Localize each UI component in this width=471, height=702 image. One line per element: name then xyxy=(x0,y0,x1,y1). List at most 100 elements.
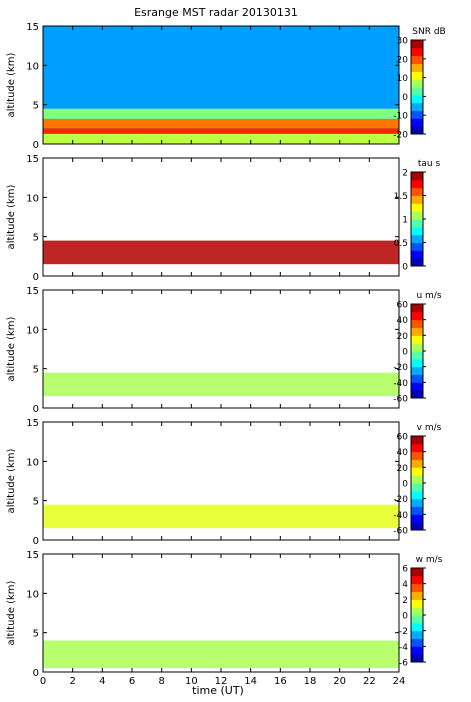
colorbar-segment xyxy=(411,304,423,313)
y-tick-label: 0 xyxy=(33,536,39,547)
colorbar-tick-label: 40 xyxy=(397,316,409,326)
colorbar-tick-label: 20 xyxy=(397,332,409,342)
colorbar-segment xyxy=(411,622,423,632)
colorbar-segment xyxy=(411,568,423,577)
data-layer-5 xyxy=(43,26,399,109)
colorbar-segment xyxy=(411,599,423,608)
panel-3: 0 5 10 15 altitude (km) u m/s 60 40 20 0 -20 -40 -60 xyxy=(6,286,442,415)
y-tick-label: 5 xyxy=(33,101,39,112)
colorbar-segment xyxy=(411,327,423,336)
colorbar-segment xyxy=(411,483,423,492)
colorbar-segment xyxy=(411,311,423,321)
colorbar-segment xyxy=(411,575,423,585)
x-tick-label: 20 xyxy=(333,676,346,687)
x-axis-label: time (UT) xyxy=(192,684,244,697)
y-tick-label: 5 xyxy=(33,497,39,508)
data-layer-4 xyxy=(43,108,399,119)
colorbar-label: w m/s xyxy=(416,555,443,565)
colorbar-tick-label: -20 xyxy=(393,363,408,373)
data-layer-1 xyxy=(43,504,399,529)
colorbar-label: tau s xyxy=(418,159,441,169)
data-layer-3 xyxy=(43,118,399,129)
colorbar-tick-label: -10 xyxy=(393,112,408,122)
x-tick-label: 16 xyxy=(274,676,287,687)
y-tick-label: 0 xyxy=(33,140,39,151)
y-tick-label: 15 xyxy=(26,550,39,561)
panel-4: 0 5 10 15 altitude (km) v m/s 60 40 20 0 -20 -40 -60 xyxy=(6,418,442,547)
colorbar-segment xyxy=(411,382,423,391)
data-layer-1 xyxy=(43,372,399,397)
colorbar-segment xyxy=(411,71,423,80)
colorbar-segment xyxy=(411,63,423,72)
colorbar-segment xyxy=(411,615,423,624)
colorbar-segment xyxy=(411,443,423,453)
colorbar-segment xyxy=(411,366,423,375)
colorbar-segment xyxy=(411,87,423,96)
colorbar-tick-label: 0 xyxy=(402,480,408,490)
colorbar-segment xyxy=(411,498,423,507)
x-tick-label: 8 xyxy=(158,676,164,687)
x-tick-label: 6 xyxy=(129,676,135,687)
y-axis-label: altitude (km) xyxy=(6,580,17,645)
colorbar-segment xyxy=(411,374,423,383)
colorbar-segment xyxy=(411,638,423,647)
colorbar-segment xyxy=(411,607,423,616)
y-axis-label: altitude (km) xyxy=(6,52,17,117)
data-layer-1 xyxy=(43,133,399,144)
x-tick-label: 14 xyxy=(244,676,257,687)
colorbar-segment xyxy=(411,258,423,267)
y-tick-label: 10 xyxy=(26,457,39,468)
colorbar-tick-label: -4 xyxy=(399,643,408,653)
colorbar-tick-label: 20 xyxy=(397,55,409,65)
colorbar-segment xyxy=(411,110,423,119)
x-tick-label: 4 xyxy=(99,676,105,687)
colorbar-tick-label: 60 xyxy=(397,301,409,311)
y-tick-label: 0 xyxy=(33,404,39,415)
colorbar-tick-label: -20 xyxy=(393,495,408,505)
figure-title: Esrange MST radar 20130131 xyxy=(134,6,298,19)
colorbar-segment xyxy=(411,436,423,445)
x-tick-label: 18 xyxy=(304,676,317,687)
colorbar-segment xyxy=(411,234,423,243)
colorbar-segment xyxy=(411,40,423,49)
colorbar-tick-label: 2 xyxy=(402,169,408,179)
colorbar-tick-label: 0 xyxy=(402,612,408,622)
colorbar-tick-label: 0 xyxy=(402,348,408,358)
colorbar-tick-label: -40 xyxy=(393,379,408,389)
colorbar-tick-label: 0.5 xyxy=(394,239,408,249)
colorbar-segment xyxy=(411,47,423,57)
y-tick-label: 15 xyxy=(26,286,39,297)
x-tick-label: 22 xyxy=(363,676,376,687)
colorbar-segment xyxy=(411,55,423,64)
colorbar-segment xyxy=(411,490,423,500)
colorbar-tick-label: 1 xyxy=(402,216,408,226)
colorbar-segment xyxy=(411,351,423,360)
y-tick-label: 15 xyxy=(26,154,39,165)
colorbar-tick-label: 6 xyxy=(402,565,408,575)
y-tick-label: 10 xyxy=(26,589,39,600)
colorbar-segment xyxy=(411,79,423,88)
colorbar-segment xyxy=(411,203,423,212)
x-tick-label: 0 xyxy=(40,676,46,687)
colorbar-tick-label: -60 xyxy=(393,527,408,537)
colorbar-segment xyxy=(411,250,423,259)
colorbar-frame xyxy=(410,39,424,135)
y-tick-label: 0 xyxy=(33,272,39,283)
colorbar-tick-label: 1.5 xyxy=(394,192,408,202)
colorbar-segment xyxy=(411,646,423,655)
colorbar-tick-label: 30 xyxy=(397,37,409,47)
y-tick-label: 15 xyxy=(26,22,39,33)
colorbar-segment xyxy=(411,102,423,111)
colorbar-segment xyxy=(411,654,423,663)
colorbar-segment xyxy=(411,506,423,515)
colorbar-segment xyxy=(411,390,423,399)
colorbar-tick-label: 40 xyxy=(397,448,409,458)
colorbar-segment xyxy=(411,514,423,523)
x-tick-label: 24 xyxy=(393,676,406,687)
colorbar-tick-label: -6 xyxy=(399,659,408,669)
y-axis-label: altitude (km) xyxy=(6,316,17,381)
colorbar-segment xyxy=(411,219,423,228)
colorbar-segment xyxy=(411,343,423,352)
colorbar-segment xyxy=(411,358,423,368)
